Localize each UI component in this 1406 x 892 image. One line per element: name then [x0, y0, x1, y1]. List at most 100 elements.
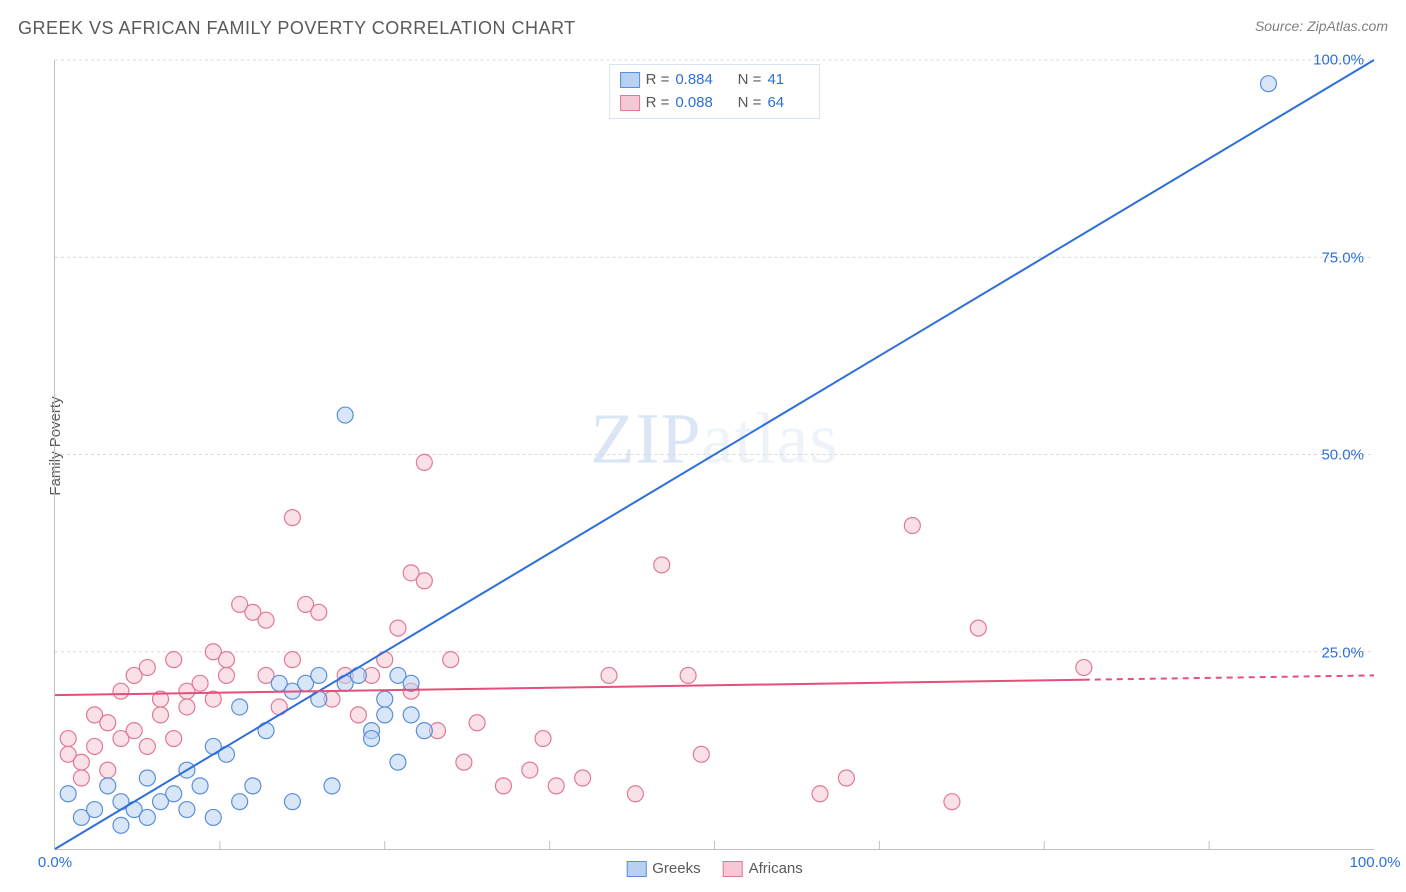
legend-swatch	[723, 861, 743, 877]
scatter-point	[350, 707, 366, 723]
scatter-point	[126, 723, 142, 739]
scatter-point	[139, 738, 155, 754]
scatter-point	[377, 691, 393, 707]
y-tick-label: 50.0%	[1321, 447, 1364, 464]
scatter-point	[166, 652, 182, 668]
source-attribution: Source: ZipAtlas.com	[1255, 18, 1388, 34]
scatter-point	[522, 762, 538, 778]
scatter-point	[548, 778, 564, 794]
scatter-point	[838, 770, 854, 786]
scatter-point	[87, 802, 103, 818]
scatter-point	[693, 746, 709, 762]
source-prefix: Source:	[1255, 18, 1307, 34]
scatter-point	[179, 802, 195, 818]
scatter-point	[495, 778, 511, 794]
scatter-point	[139, 770, 155, 786]
stat-r-label: R =	[646, 69, 670, 92]
stats-legend-box: R =0.884 N =41R =0.088 N =64	[609, 64, 821, 119]
scatter-point	[601, 667, 617, 683]
scatter-point	[654, 557, 670, 573]
scatter-point	[469, 715, 485, 731]
scatter-point	[416, 573, 432, 589]
scatter-point	[139, 660, 155, 676]
scatter-point	[364, 731, 380, 747]
scatter-point	[218, 667, 234, 683]
scatter-point	[1076, 660, 1092, 676]
scatter-chart: ZIPatlas R =0.884 N =41R =0.088 N =64 25…	[54, 60, 1374, 850]
scatter-point	[680, 667, 696, 683]
scatter-point	[232, 794, 248, 810]
scatter-point	[60, 786, 76, 802]
legend-label: Africans	[749, 860, 803, 877]
header: GREEK VS AFRICAN FAMILY POVERTY CORRELAT…	[18, 18, 1388, 39]
scatter-point	[205, 809, 221, 825]
scatter-point	[100, 715, 116, 731]
legend-swatch	[626, 861, 646, 877]
scatter-point	[284, 652, 300, 668]
scatter-point	[139, 809, 155, 825]
scatter-point	[284, 794, 300, 810]
trend-line-extrapolated	[1084, 675, 1374, 679]
scatter-point	[87, 738, 103, 754]
scatter-point	[100, 762, 116, 778]
x-tick-label: 0.0%	[38, 854, 72, 871]
scatter-point	[311, 667, 327, 683]
stat-n-label: N =	[738, 92, 762, 115]
trend-line	[55, 680, 1084, 695]
scatter-point	[192, 778, 208, 794]
legend-swatch	[620, 72, 640, 88]
legend-label: Greeks	[652, 860, 700, 877]
scatter-point	[390, 754, 406, 770]
scatter-point	[311, 604, 327, 620]
scatter-point	[575, 770, 591, 786]
scatter-point	[258, 612, 274, 628]
scatter-point	[403, 707, 419, 723]
legend-swatch	[620, 95, 640, 111]
scatter-point	[377, 707, 393, 723]
y-tick-label: 25.0%	[1321, 644, 1364, 661]
scatter-point	[166, 786, 182, 802]
scatter-point	[113, 817, 129, 833]
stats-row: R =0.088 N =64	[620, 92, 810, 115]
scatter-point	[456, 754, 472, 770]
y-tick-label: 75.0%	[1321, 249, 1364, 266]
scatter-point	[179, 699, 195, 715]
scatter-point	[232, 699, 248, 715]
scatter-point	[60, 731, 76, 747]
stat-n-label: N =	[738, 69, 762, 92]
scatter-point	[535, 731, 551, 747]
scatter-point	[192, 675, 208, 691]
scatter-point	[1260, 76, 1276, 92]
stat-r-value: 0.088	[675, 92, 717, 115]
bottom-legend: Greeks Africans	[626, 860, 803, 877]
scatter-point	[73, 770, 89, 786]
scatter-point	[153, 707, 169, 723]
scatter-point	[416, 454, 432, 470]
stats-row: R =0.884 N =41	[620, 69, 810, 92]
x-tick-label: 100.0%	[1350, 854, 1401, 871]
scatter-point	[970, 620, 986, 636]
plot-svg	[55, 60, 1374, 849]
scatter-point	[904, 518, 920, 534]
source-name: ZipAtlas.com	[1307, 18, 1388, 34]
scatter-point	[284, 510, 300, 526]
scatter-point	[324, 778, 340, 794]
scatter-point	[416, 723, 432, 739]
scatter-point	[245, 778, 261, 794]
scatter-point	[337, 407, 353, 423]
stat-n-value: 41	[767, 69, 809, 92]
scatter-point	[812, 786, 828, 802]
stat-r-label: R =	[646, 92, 670, 115]
scatter-point	[627, 786, 643, 802]
legend-item: Africans	[723, 860, 803, 877]
stat-r-value: 0.884	[675, 69, 717, 92]
scatter-point	[218, 652, 234, 668]
scatter-point	[390, 620, 406, 636]
legend-item: Greeks	[626, 860, 700, 877]
stat-n-value: 64	[767, 92, 809, 115]
scatter-point	[166, 731, 182, 747]
scatter-point	[100, 778, 116, 794]
scatter-point	[443, 652, 459, 668]
y-tick-label: 100.0%	[1313, 52, 1364, 69]
scatter-point	[944, 794, 960, 810]
